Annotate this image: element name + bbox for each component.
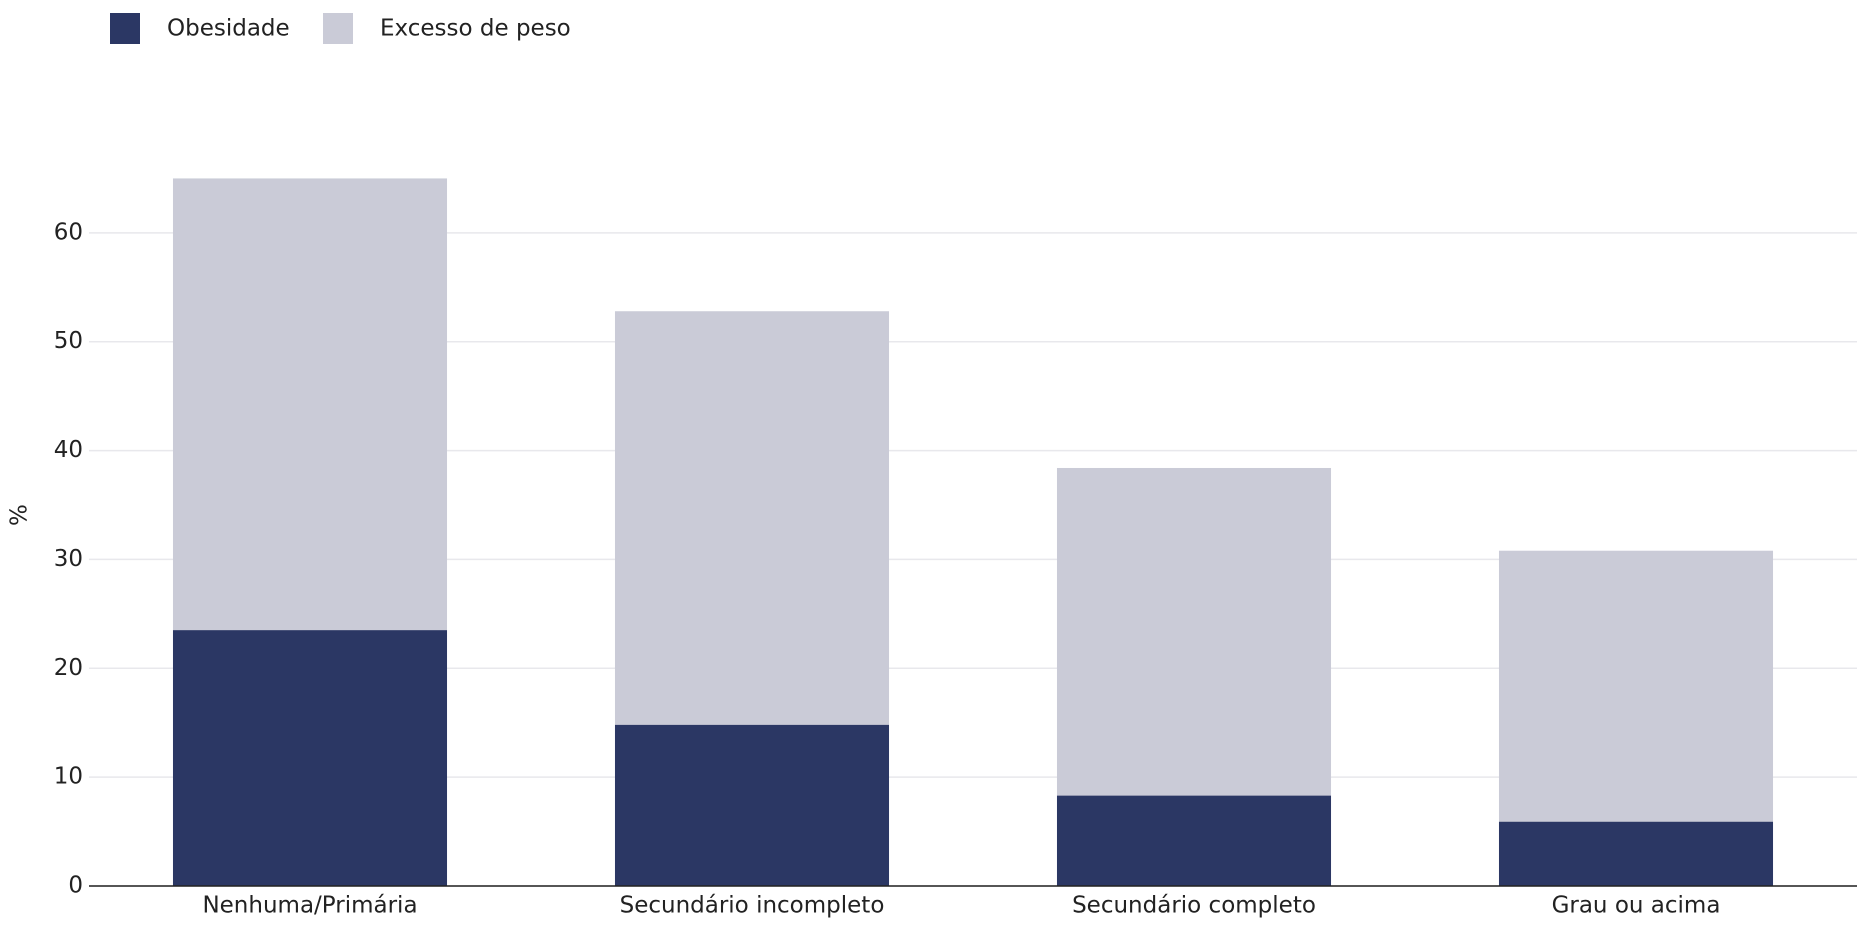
y-tick-label: 40 [54,437,83,463]
x-tick-label: Grau ou acima [1552,893,1721,919]
y-tick-label: 20 [54,655,83,681]
y-tick-label: 0 [68,873,83,899]
y-tick-label: 30 [54,546,83,572]
y-axis-label: % [7,504,33,526]
bar [1056,795,1332,886]
x-tick-label: Secundário completo [1072,893,1316,919]
x-tick-label: Nenhuma/Primária [202,893,417,919]
x-tick-label: Secundário incompleto [620,893,885,919]
legend-label: Excesso de peso [380,16,571,42]
y-tick-label: 60 [54,219,83,245]
y-tick-label: 10 [54,764,83,790]
bar [172,630,448,886]
legend-swatch [323,13,353,44]
bar [1498,821,1774,886]
legend-label: Obesidade [167,16,290,42]
y-tick-label: 50 [54,328,83,354]
legend-swatch [110,13,140,44]
bar [614,724,890,886]
